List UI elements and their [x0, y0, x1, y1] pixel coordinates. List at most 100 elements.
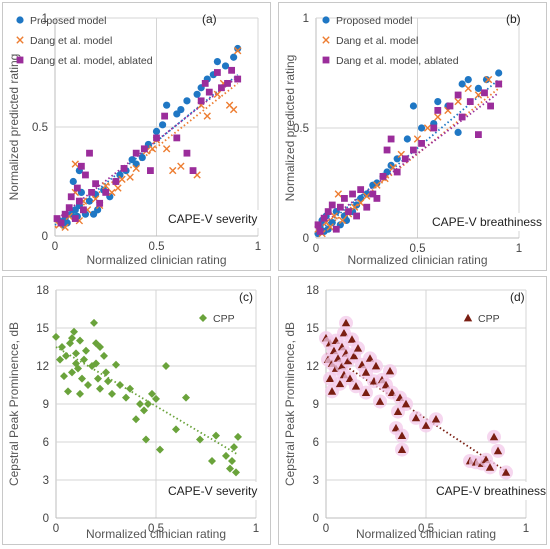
data-point — [349, 190, 356, 198]
legend-marker-stroke-2 — [16, 36, 24, 44]
series-square — [314, 80, 503, 235]
data-point-stroke-2 — [193, 171, 201, 179]
data-point — [324, 208, 332, 215]
data-point — [70, 327, 78, 336]
data-point — [458, 80, 466, 88]
data-point — [320, 214, 328, 222]
series-diamond — [52, 318, 242, 477]
data-point — [347, 335, 357, 343]
x-axis-label: Normalized clinician rating — [347, 253, 487, 267]
data-point — [82, 171, 89, 179]
data-point — [381, 380, 391, 389]
data-point — [120, 165, 128, 172]
y-tick-label: 3 — [313, 475, 319, 487]
x-tick-label: 1 — [523, 523, 529, 535]
data-point-stroke-2 — [423, 124, 432, 132]
y-tick-label: 3 — [43, 475, 49, 487]
data-point-stroke-2 — [389, 163, 397, 172]
data-point — [230, 53, 238, 61]
y-tick-label: 9 — [313, 399, 319, 411]
data-point — [205, 88, 213, 96]
data-point — [434, 113, 442, 121]
legend-entry: Dang et al. model — [30, 35, 112, 47]
legend-marker — [463, 313, 473, 322]
data-point — [363, 203, 371, 211]
y-tick-label: 18 — [306, 285, 319, 297]
x-tick-label: 0.5 — [418, 523, 434, 535]
data-point — [182, 393, 190, 402]
data-point — [63, 219, 71, 227]
data-point-stroke-2 — [454, 97, 462, 106]
legend-marker — [16, 16, 24, 24]
data-point — [397, 445, 407, 453]
data-point — [234, 44, 242, 53]
data-point — [353, 212, 360, 220]
data-point — [230, 443, 238, 452]
data-point — [94, 206, 102, 214]
y-tick-label: 9 — [43, 399, 49, 411]
x-axis-label: Normalized clinician rating — [86, 527, 226, 541]
data-point — [379, 173, 387, 180]
data-point — [82, 346, 90, 355]
legend-marker — [199, 314, 207, 322]
x-axis-label: Normalized clinician rating — [86, 253, 226, 267]
data-point — [213, 90, 222, 98]
data-point — [489, 432, 499, 441]
legend-entry: CPP — [213, 313, 235, 325]
data-point — [411, 413, 421, 422]
data-point — [132, 164, 140, 173]
data-point — [132, 415, 140, 424]
panel-d: 0 0.5 1 0 3 6 9 12 15 18 Normalized clinician rati… — [278, 276, 547, 545]
data-point-stroke-2 — [177, 162, 185, 170]
data-point — [446, 102, 454, 110]
data-point — [222, 451, 230, 460]
x-tick-label: 1 — [255, 241, 261, 253]
data-point — [208, 457, 216, 465]
legend: CPP — [199, 313, 235, 325]
data-point — [475, 131, 482, 138]
data-point — [62, 351, 70, 360]
data-point — [373, 195, 381, 202]
data-point — [421, 421, 431, 429]
data-point-stroke-2 — [363, 192, 371, 200]
data-point — [391, 423, 401, 432]
data-point — [454, 91, 462, 99]
y-tick-label: 1 — [303, 13, 309, 25]
data-point-stroke-2 — [213, 90, 222, 98]
legend: Proposed model Dang et al. model Dang et a… — [322, 15, 459, 67]
data-point-stroke-2 — [114, 184, 122, 192]
data-point-stroke-2 — [373, 181, 381, 189]
data-point-stroke-2 — [434, 113, 442, 121]
data-point — [136, 400, 144, 408]
data-point — [152, 394, 160, 403]
data-point — [234, 47, 242, 55]
data-point — [335, 379, 345, 388]
data-point — [326, 223, 334, 231]
data-point — [458, 113, 466, 121]
data-point — [221, 62, 230, 70]
data-point — [86, 149, 93, 157]
legend-marker — [16, 36, 24, 44]
legend: Proposed model Dang et al. model Dang et a… — [16, 15, 153, 67]
data-point — [100, 351, 108, 360]
panel-annotation: CAPE-V severity — [168, 484, 257, 498]
data-point — [474, 84, 482, 92]
data-point-stroke-2 — [75, 217, 84, 225]
data-point — [485, 463, 495, 471]
y-tick-label: 18 — [36, 285, 49, 297]
y-tick-label: 12 — [36, 361, 49, 373]
grid — [54, 17, 259, 237]
data-point — [90, 318, 98, 327]
data-point-stroke-2 — [413, 135, 422, 143]
y-tick-label: 12 — [306, 361, 319, 373]
annotation-background — [164, 482, 266, 500]
legend-entry: CPP — [478, 313, 500, 325]
data-point — [108, 188, 116, 197]
data-point — [72, 349, 80, 358]
data-point — [234, 75, 242, 83]
data-point-stroke-2 — [61, 223, 69, 231]
legend: CPP — [463, 313, 500, 325]
data-point — [410, 146, 417, 154]
data-point — [487, 102, 494, 110]
y-tick-label: 15 — [306, 323, 319, 335]
